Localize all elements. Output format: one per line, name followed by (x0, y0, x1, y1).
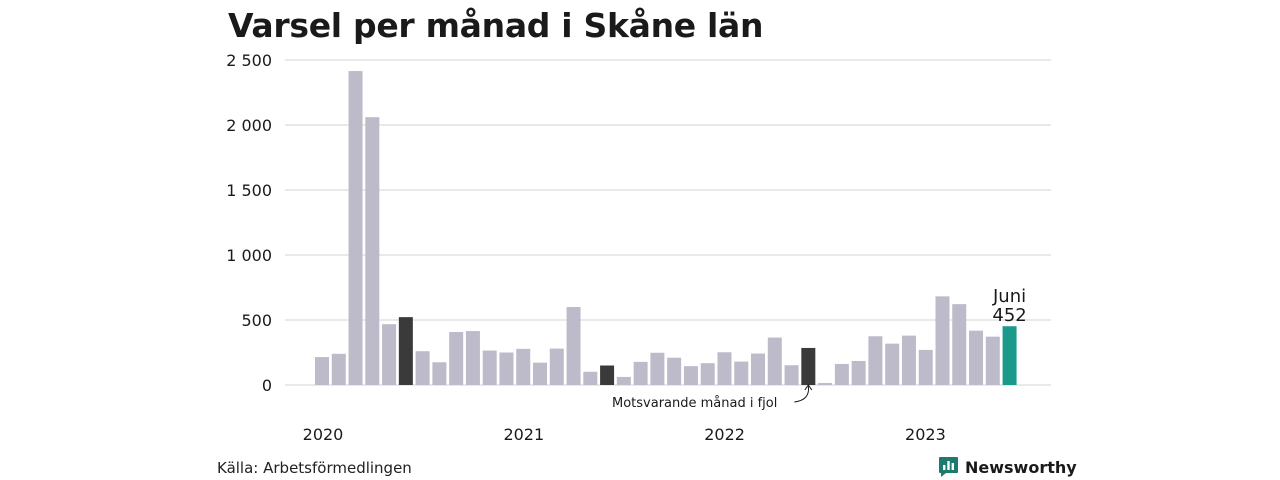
bar (717, 352, 732, 385)
bar (465, 331, 480, 385)
chart-title: Varsel per månad i Skåne län (228, 6, 764, 45)
x-year-label: 2022 (704, 425, 745, 444)
bar (751, 353, 766, 385)
bar (331, 353, 346, 385)
bar (667, 357, 682, 385)
corresponding-month-label: Motsvarande månad i fjol (612, 396, 777, 411)
bar (315, 357, 329, 385)
bars (315, 71, 1017, 386)
bar (365, 117, 380, 385)
bar (734, 361, 749, 385)
bar (767, 337, 782, 385)
bar (382, 324, 397, 385)
y-axis-ticks: 0 500 1 000 1 500 2 000 2 500 (226, 51, 272, 395)
x-year-label: 2021 (503, 425, 544, 444)
bar (633, 361, 648, 385)
bar (969, 330, 984, 385)
bar (935, 296, 950, 385)
x-year-label: 2023 (905, 425, 946, 444)
bar (1002, 326, 1017, 385)
bar (398, 317, 413, 385)
bar (482, 350, 497, 385)
bar (801, 347, 816, 385)
y-tick-label: 2 500 (226, 51, 272, 70)
bar (415, 351, 430, 385)
bar (600, 365, 615, 385)
y-tick-label: 500 (241, 311, 272, 330)
y-tick-label: 1 500 (226, 181, 272, 200)
latest-value-label: 452 (992, 305, 1026, 326)
brand-name: Newsworthy (965, 457, 1077, 477)
bar (901, 335, 916, 385)
bar (499, 352, 514, 385)
bar (566, 307, 581, 385)
bar (683, 366, 698, 385)
bar (818, 383, 833, 385)
bar (583, 371, 598, 385)
bar (952, 304, 967, 385)
annotation-arrow (794, 385, 810, 403)
bar (868, 336, 883, 385)
x-year-label: 2020 (303, 425, 344, 444)
newsworthy-logo-icon (939, 457, 958, 477)
bar (533, 362, 548, 385)
bar (549, 348, 564, 385)
bar (885, 343, 900, 385)
bar (985, 336, 1000, 385)
bar (700, 363, 715, 385)
y-tick-label: 0 (262, 376, 272, 395)
bar (449, 331, 464, 385)
annotation-arrowhead (804, 384, 813, 391)
bar (784, 365, 799, 385)
bar (348, 71, 363, 386)
bar (516, 348, 531, 385)
source-note: Källa: Arbetsförmedlingen (217, 459, 412, 477)
y-tick-label: 1 000 (226, 246, 272, 265)
bar (918, 349, 933, 385)
bar (432, 362, 447, 385)
x-axis-years: 2020 2021 2022 2023 (303, 425, 946, 444)
brand[interactable]: Newsworthy (938, 456, 1077, 478)
bar (834, 363, 849, 385)
bar (851, 360, 866, 385)
y-tick-label: 2 000 (226, 116, 272, 135)
bar (616, 376, 631, 385)
latest-month-label: Juni (992, 286, 1026, 307)
bar (650, 352, 665, 385)
